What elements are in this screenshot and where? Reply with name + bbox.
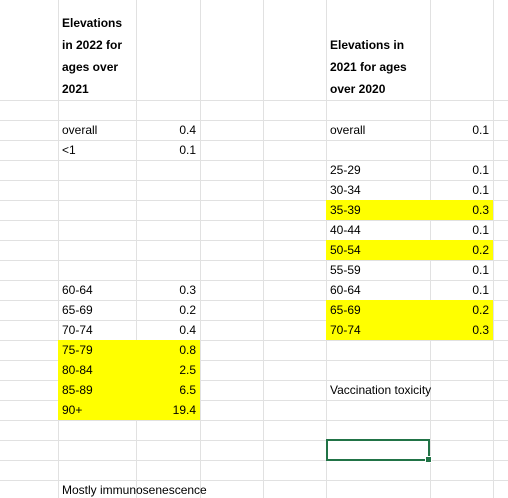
row-label: 70-74 (326, 320, 431, 340)
note: Vaccination toxicity (330, 383, 432, 397)
row-value: 0.1 (472, 263, 489, 277)
grid-line (0, 460, 508, 461)
grid-line (0, 140, 508, 141)
grid-line (0, 100, 508, 101)
row-label: 50-54 (326, 240, 431, 260)
grid-line (136, 0, 137, 498)
row-value: 6.5 (136, 380, 200, 400)
row-label: 30-34 (330, 183, 361, 197)
row-label: 75-79 (58, 340, 137, 360)
grid-line (0, 200, 508, 201)
row-value: 0.2 (430, 300, 493, 320)
grid-line (493, 0, 494, 498)
grid-line (263, 0, 264, 498)
left-title: Elevations in 2022 for ages over 2021 (62, 16, 123, 96)
selected-cell[interactable] (326, 439, 432, 463)
grid-line (200, 0, 201, 498)
grid-line (0, 340, 508, 341)
grid-line (58, 0, 59, 498)
grid-line (0, 160, 508, 161)
grid-line (0, 380, 508, 381)
row-label: 55-59 (330, 263, 361, 277)
row-label: 70-74 (62, 323, 93, 337)
row-label: overall (330, 123, 366, 137)
grid-line (0, 260, 508, 261)
grid-line (0, 300, 508, 301)
row-label: 90+ (58, 400, 137, 420)
row-label: overall (62, 123, 98, 137)
row-label: 60-64 (62, 283, 93, 297)
grid-line (0, 480, 508, 481)
grid-line (0, 440, 508, 441)
row-label: 25-29 (330, 163, 361, 177)
row-value: 0.1 (472, 163, 489, 177)
grid-line (0, 320, 508, 321)
row-value: 2.5 (136, 360, 200, 380)
row-label: 65-69 (62, 303, 93, 317)
row-label: <1 (62, 143, 76, 157)
grid-line (0, 360, 508, 361)
grid-line (0, 420, 508, 421)
row-label: 65-69 (326, 300, 431, 320)
row-value: 0.2 (430, 240, 493, 260)
row-value: 0.1 (472, 223, 489, 237)
grid-line (0, 180, 508, 181)
row-value: 0.3 (430, 320, 493, 340)
grid-line (0, 220, 508, 221)
row-label: 85-89 (58, 380, 137, 400)
row-value: 0.8 (136, 340, 200, 360)
row-value: 19.4 (136, 400, 200, 420)
right-title: Elevations in 2021 for ages over 2020 (330, 38, 407, 96)
row-value: 0.3 (179, 283, 196, 297)
row-value: 0.1 (472, 183, 489, 197)
grid-line (0, 120, 508, 121)
grid-line (0, 240, 508, 241)
row-label: 60-64 (330, 283, 361, 297)
row-value: 0.2 (179, 303, 196, 317)
row-value: 0.3 (430, 200, 493, 220)
row-value: 0.1 (472, 283, 489, 297)
row-value: 0.4 (179, 323, 196, 337)
row-label: 80-84 (58, 360, 137, 380)
row-label: 35-39 (326, 200, 431, 220)
grid-line (0, 400, 508, 401)
row-label: 40-44 (330, 223, 361, 237)
row-value: 0.1 (472, 123, 489, 137)
note: Mostly immunosenescence (62, 483, 207, 497)
grid-line (0, 280, 508, 281)
row-value: 0.4 (179, 123, 196, 137)
row-value: 0.1 (179, 143, 196, 157)
